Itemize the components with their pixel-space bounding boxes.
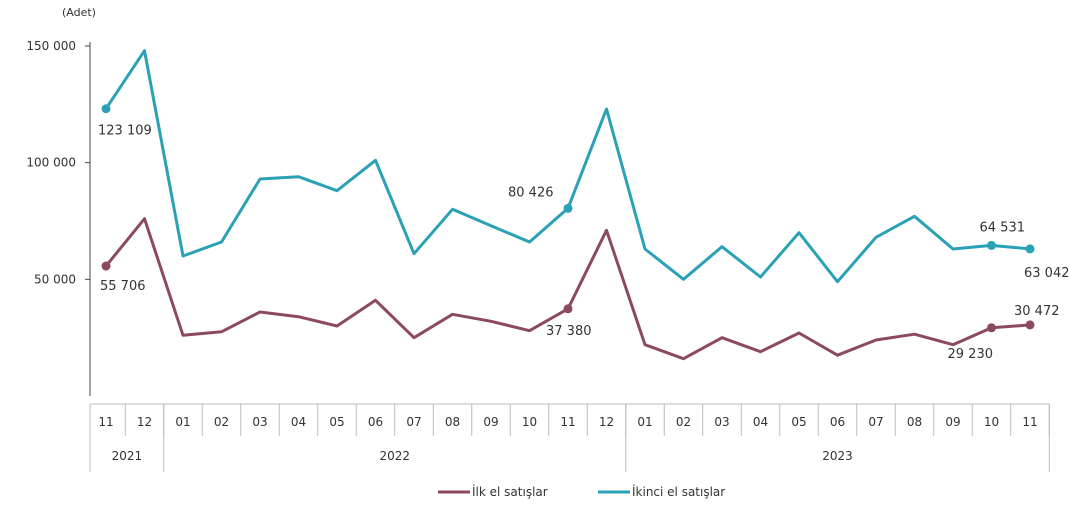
x-tick-label: 04 bbox=[753, 415, 768, 429]
data-label: 55 706 bbox=[100, 279, 146, 294]
data-point-marker bbox=[101, 104, 111, 114]
data-point-marker bbox=[563, 304, 573, 314]
x-tick-label: 02 bbox=[214, 415, 229, 429]
data-label: 123 109 bbox=[98, 124, 152, 139]
data-label: 30 472 bbox=[1014, 304, 1060, 319]
x-tick-label: 11 bbox=[560, 415, 575, 429]
legend-label: İkinci el satışlar bbox=[632, 484, 725, 499]
series-line-ikinci-el bbox=[104, 49, 1031, 284]
year-label: 2022 bbox=[379, 449, 410, 463]
x-tick-label: 08 bbox=[907, 415, 922, 429]
data-label: 63 042 bbox=[1024, 266, 1070, 281]
year-label: 2021 bbox=[112, 449, 143, 463]
x-tick-label: 02 bbox=[676, 415, 691, 429]
data-labels: 123 109 55 706 80 426 37 380 64 531 63 042 29 … bbox=[98, 124, 1070, 362]
data-point-marker bbox=[1025, 320, 1035, 330]
x-tick-label: 07 bbox=[406, 415, 421, 429]
unit-label: (Adet) bbox=[62, 6, 96, 19]
x-tick-label: 01 bbox=[175, 415, 190, 429]
x-tick-label: 01 bbox=[637, 415, 652, 429]
x-tick-label: 03 bbox=[714, 415, 729, 429]
data-point-marker bbox=[563, 203, 573, 213]
series-group bbox=[101, 49, 1035, 361]
x-tick-label: 09 bbox=[945, 415, 960, 429]
x-tick-label: 11 bbox=[1022, 415, 1037, 429]
x-tick-label: 12 bbox=[599, 415, 614, 429]
legend: İlk el satışlar İkinci el satışlar bbox=[438, 484, 725, 499]
data-point-marker bbox=[1025, 244, 1035, 254]
x-tick-label: 09 bbox=[483, 415, 498, 429]
x-tick-label: 06 bbox=[368, 415, 383, 429]
x-tick-label: 07 bbox=[868, 415, 883, 429]
axes: 150 000 100 000 50 000 11 12 01 02 03 04 05 06 07 08… bbox=[26, 39, 1050, 472]
x-tick-label: 05 bbox=[329, 415, 344, 429]
year-label: 2023 bbox=[822, 449, 853, 463]
x-tick-label: 10 bbox=[984, 415, 999, 429]
data-point-marker bbox=[101, 261, 111, 271]
data-point-marker bbox=[987, 240, 996, 250]
data-label: 29 230 bbox=[948, 347, 994, 362]
y-tick-label: 150 000 bbox=[26, 39, 76, 53]
data-point-marker bbox=[987, 323, 996, 333]
legend-label: İlk el satışlar bbox=[472, 484, 548, 499]
x-tick-label: 12 bbox=[137, 415, 152, 429]
x-tick-label: 11 bbox=[98, 415, 113, 429]
x-tick-label: 04 bbox=[291, 415, 306, 429]
data-label: 80 426 bbox=[508, 185, 554, 200]
x-tick-label: 05 bbox=[791, 415, 806, 429]
data-label: 37 380 bbox=[546, 324, 592, 339]
x-tick-label: 03 bbox=[252, 415, 267, 429]
y-tick-label: 50 000 bbox=[34, 272, 76, 286]
x-tick-label: 06 bbox=[830, 415, 845, 429]
data-label: 64 531 bbox=[980, 220, 1026, 235]
x-tick-label: 10 bbox=[522, 415, 537, 429]
x-tick-label: 08 bbox=[445, 415, 460, 429]
y-tick-label: 100 000 bbox=[26, 156, 76, 170]
